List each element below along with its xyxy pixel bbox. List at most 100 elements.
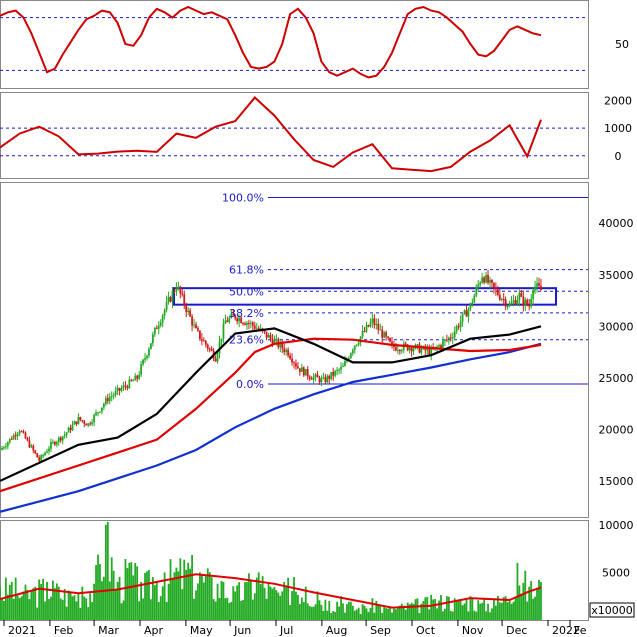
x-tick-label: 2022 [552,624,580,637]
price-candle-body [228,317,231,322]
price-candle-body [297,366,299,369]
volume-bar [140,581,143,620]
price-candle-body [302,367,305,376]
volume-bar [59,598,62,620]
price-candle-body [204,340,207,345]
price-tick-label: 15000 [599,475,634,488]
volume-bar [312,606,315,620]
price-candle-body [191,316,193,326]
volume-bar [277,592,280,620]
price-candle-body [308,376,311,379]
volume-bar [451,611,454,620]
price-candle-body [520,292,523,297]
volume-bar [408,604,411,620]
x-tick-label: Jun [233,624,251,637]
volume-bar [498,602,501,620]
price-candle-body [502,298,505,300]
volume-bar [377,604,380,620]
price-candle-body [93,414,95,423]
volume-bar [240,600,242,620]
price-candle-body [328,375,331,379]
volume-bar [26,589,29,620]
price-candle-body [510,302,513,305]
volume-bar [465,600,468,620]
volume-bar [494,605,497,620]
volume-bar [253,593,256,620]
price-candle-body [320,378,323,383]
price-candle-body [395,347,397,351]
volume-bar [204,575,207,620]
price-candle-body [163,309,166,316]
volume-bar [236,585,239,620]
volume-bar [440,594,442,620]
volume-bar [271,588,274,620]
volume-bar [485,611,487,620]
x-tick-label: 2021 [8,624,36,637]
volume-bar [67,590,70,620]
volume-bar [306,603,309,620]
moving-average-black [0,325,542,482]
price-candle-body [222,323,225,339]
volume-bar [489,612,491,620]
volume-bar [496,595,499,620]
volume-bar [391,612,393,620]
volume-bar [363,605,366,620]
volume-bar [500,602,503,620]
price-candle-body [344,361,346,367]
volume-bar [228,602,231,620]
price-candle-body [126,386,129,389]
price-candle-body [206,344,209,349]
volume-bar [200,574,203,620]
volume-bar [53,588,56,620]
volume-bar [22,591,25,620]
volume-bar [281,591,284,620]
price-candle-body [340,366,342,370]
volume-bar [191,555,193,620]
price-candle-body [371,318,374,323]
price-candle-body [318,377,321,383]
price-candle-body [310,378,313,380]
price-candle-body [385,332,388,337]
x-tick-label: Apr [144,624,164,637]
volume-bar [108,581,111,620]
price-candle-body [469,303,472,310]
price-candle-body [398,350,401,352]
volume-bar [287,577,290,620]
price-candle-body [381,329,384,338]
volume-bar [365,608,368,620]
price-candle-body [383,332,386,338]
volume-bar [161,586,164,620]
volume-bar [467,611,470,620]
price-candle-body [438,345,440,347]
volume-bar [504,596,507,620]
price-tick-label: 40000 [599,217,634,230]
volume-bar [212,599,215,620]
price-candle-body [118,388,121,391]
price-candle-body [61,436,64,441]
volume-bar [69,591,72,620]
volume-bar [414,599,417,620]
volume-bar [324,599,327,620]
price-candle-body [316,374,319,378]
price-tick-label: 25000 [599,372,634,385]
volume-bar [177,571,180,620]
panel-frames [0,0,589,621]
volume-bar [42,578,45,620]
volume-bar [102,576,105,620]
volume-bar [46,581,48,620]
price-candle-body [410,347,413,352]
price-candle-body [177,286,180,289]
volume-bar [502,597,505,620]
price-candle-body [200,338,203,341]
x-tick-label: Feb [54,624,73,637]
volume-bar [514,596,517,620]
volume-bar [255,577,258,620]
price-candle-body [148,349,150,356]
volume-bar [481,602,484,620]
price-candle-body [77,416,80,424]
price-candle-body [483,277,486,283]
price-candle-body [112,394,115,397]
volume-bar [32,588,35,620]
stochastic-line [0,5,542,79]
price-candle-body [52,441,54,443]
